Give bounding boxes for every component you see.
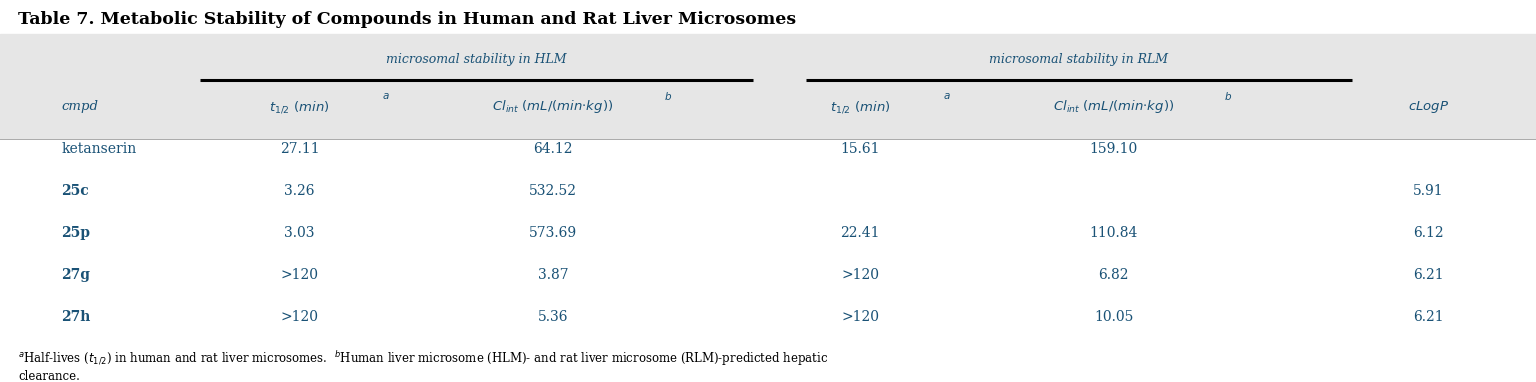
Text: $b$: $b$	[1224, 90, 1232, 102]
Text: 10.05: 10.05	[1094, 310, 1134, 324]
Text: 532.52: 532.52	[528, 184, 578, 198]
Text: $a$: $a$	[382, 91, 390, 101]
Text: 6.21: 6.21	[1413, 268, 1444, 282]
Text: 15.61: 15.61	[840, 142, 880, 156]
Text: Cl$_{\mathit{int}}$ $\mathit{(mL/(min{\cdot}kg))}$: Cl$_{\mathit{int}}$ $\mathit{(mL/(min{\c…	[1054, 99, 1174, 115]
Text: >120: >120	[842, 310, 879, 324]
Text: 159.10: 159.10	[1089, 142, 1138, 156]
Text: 27g: 27g	[61, 268, 91, 282]
Text: >120: >120	[281, 268, 318, 282]
Text: 22.41: 22.41	[840, 226, 880, 240]
Text: 5.36: 5.36	[538, 310, 568, 324]
Text: 3.03: 3.03	[284, 226, 315, 240]
Bar	[0, 34, 1536, 138]
Text: ketanserin: ketanserin	[61, 142, 137, 156]
Text: cmpd: cmpd	[61, 100, 98, 113]
Text: 6.12: 6.12	[1413, 226, 1444, 240]
Text: microsomal stability in RLM: microsomal stability in RLM	[989, 53, 1167, 66]
Text: 64.12: 64.12	[533, 142, 573, 156]
Text: $b$: $b$	[664, 90, 671, 102]
Text: 573.69: 573.69	[528, 226, 578, 240]
Text: 110.84: 110.84	[1089, 226, 1138, 240]
Text: $\mathit{c}$Log$\mathit{P}$: $\mathit{c}$Log$\mathit{P}$	[1409, 99, 1448, 115]
Text: 27h: 27h	[61, 310, 91, 324]
Text: 6.82: 6.82	[1098, 268, 1129, 282]
Text: microsomal stability in HLM: microsomal stability in HLM	[386, 53, 567, 66]
Text: 25c: 25c	[61, 184, 89, 198]
Text: Cl$_{\mathit{int}}$ $\mathit{(mL/(min{\cdot}kg))}$: Cl$_{\mathit{int}}$ $\mathit{(mL/(min{\c…	[493, 99, 613, 115]
Text: Table 7. Metabolic Stability of Compounds in Human and Rat Liver Microsomes: Table 7. Metabolic Stability of Compound…	[18, 11, 797, 29]
Text: $t_{1/2}$ $\mathit{(min)}$: $t_{1/2}$ $\mathit{(min)}$	[829, 99, 891, 115]
Text: 5.91: 5.91	[1413, 184, 1444, 198]
Text: 3.26: 3.26	[284, 184, 315, 198]
Text: 6.21: 6.21	[1413, 310, 1444, 324]
Text: >120: >120	[281, 310, 318, 324]
Text: $t_{1/2}$ $\mathit{(min)}$: $t_{1/2}$ $\mathit{(min)}$	[269, 99, 330, 115]
Text: 3.87: 3.87	[538, 268, 568, 282]
Text: 27.11: 27.11	[280, 142, 319, 156]
Text: $^a$Half-lives ($t_{1/2}$) in human and rat liver microsomes.  $^b$Human liver m: $^a$Half-lives ($t_{1/2}$) in human and …	[18, 350, 829, 382]
Text: 25p: 25p	[61, 226, 91, 240]
Text: >120: >120	[842, 268, 879, 282]
Text: $a$: $a$	[943, 91, 951, 101]
